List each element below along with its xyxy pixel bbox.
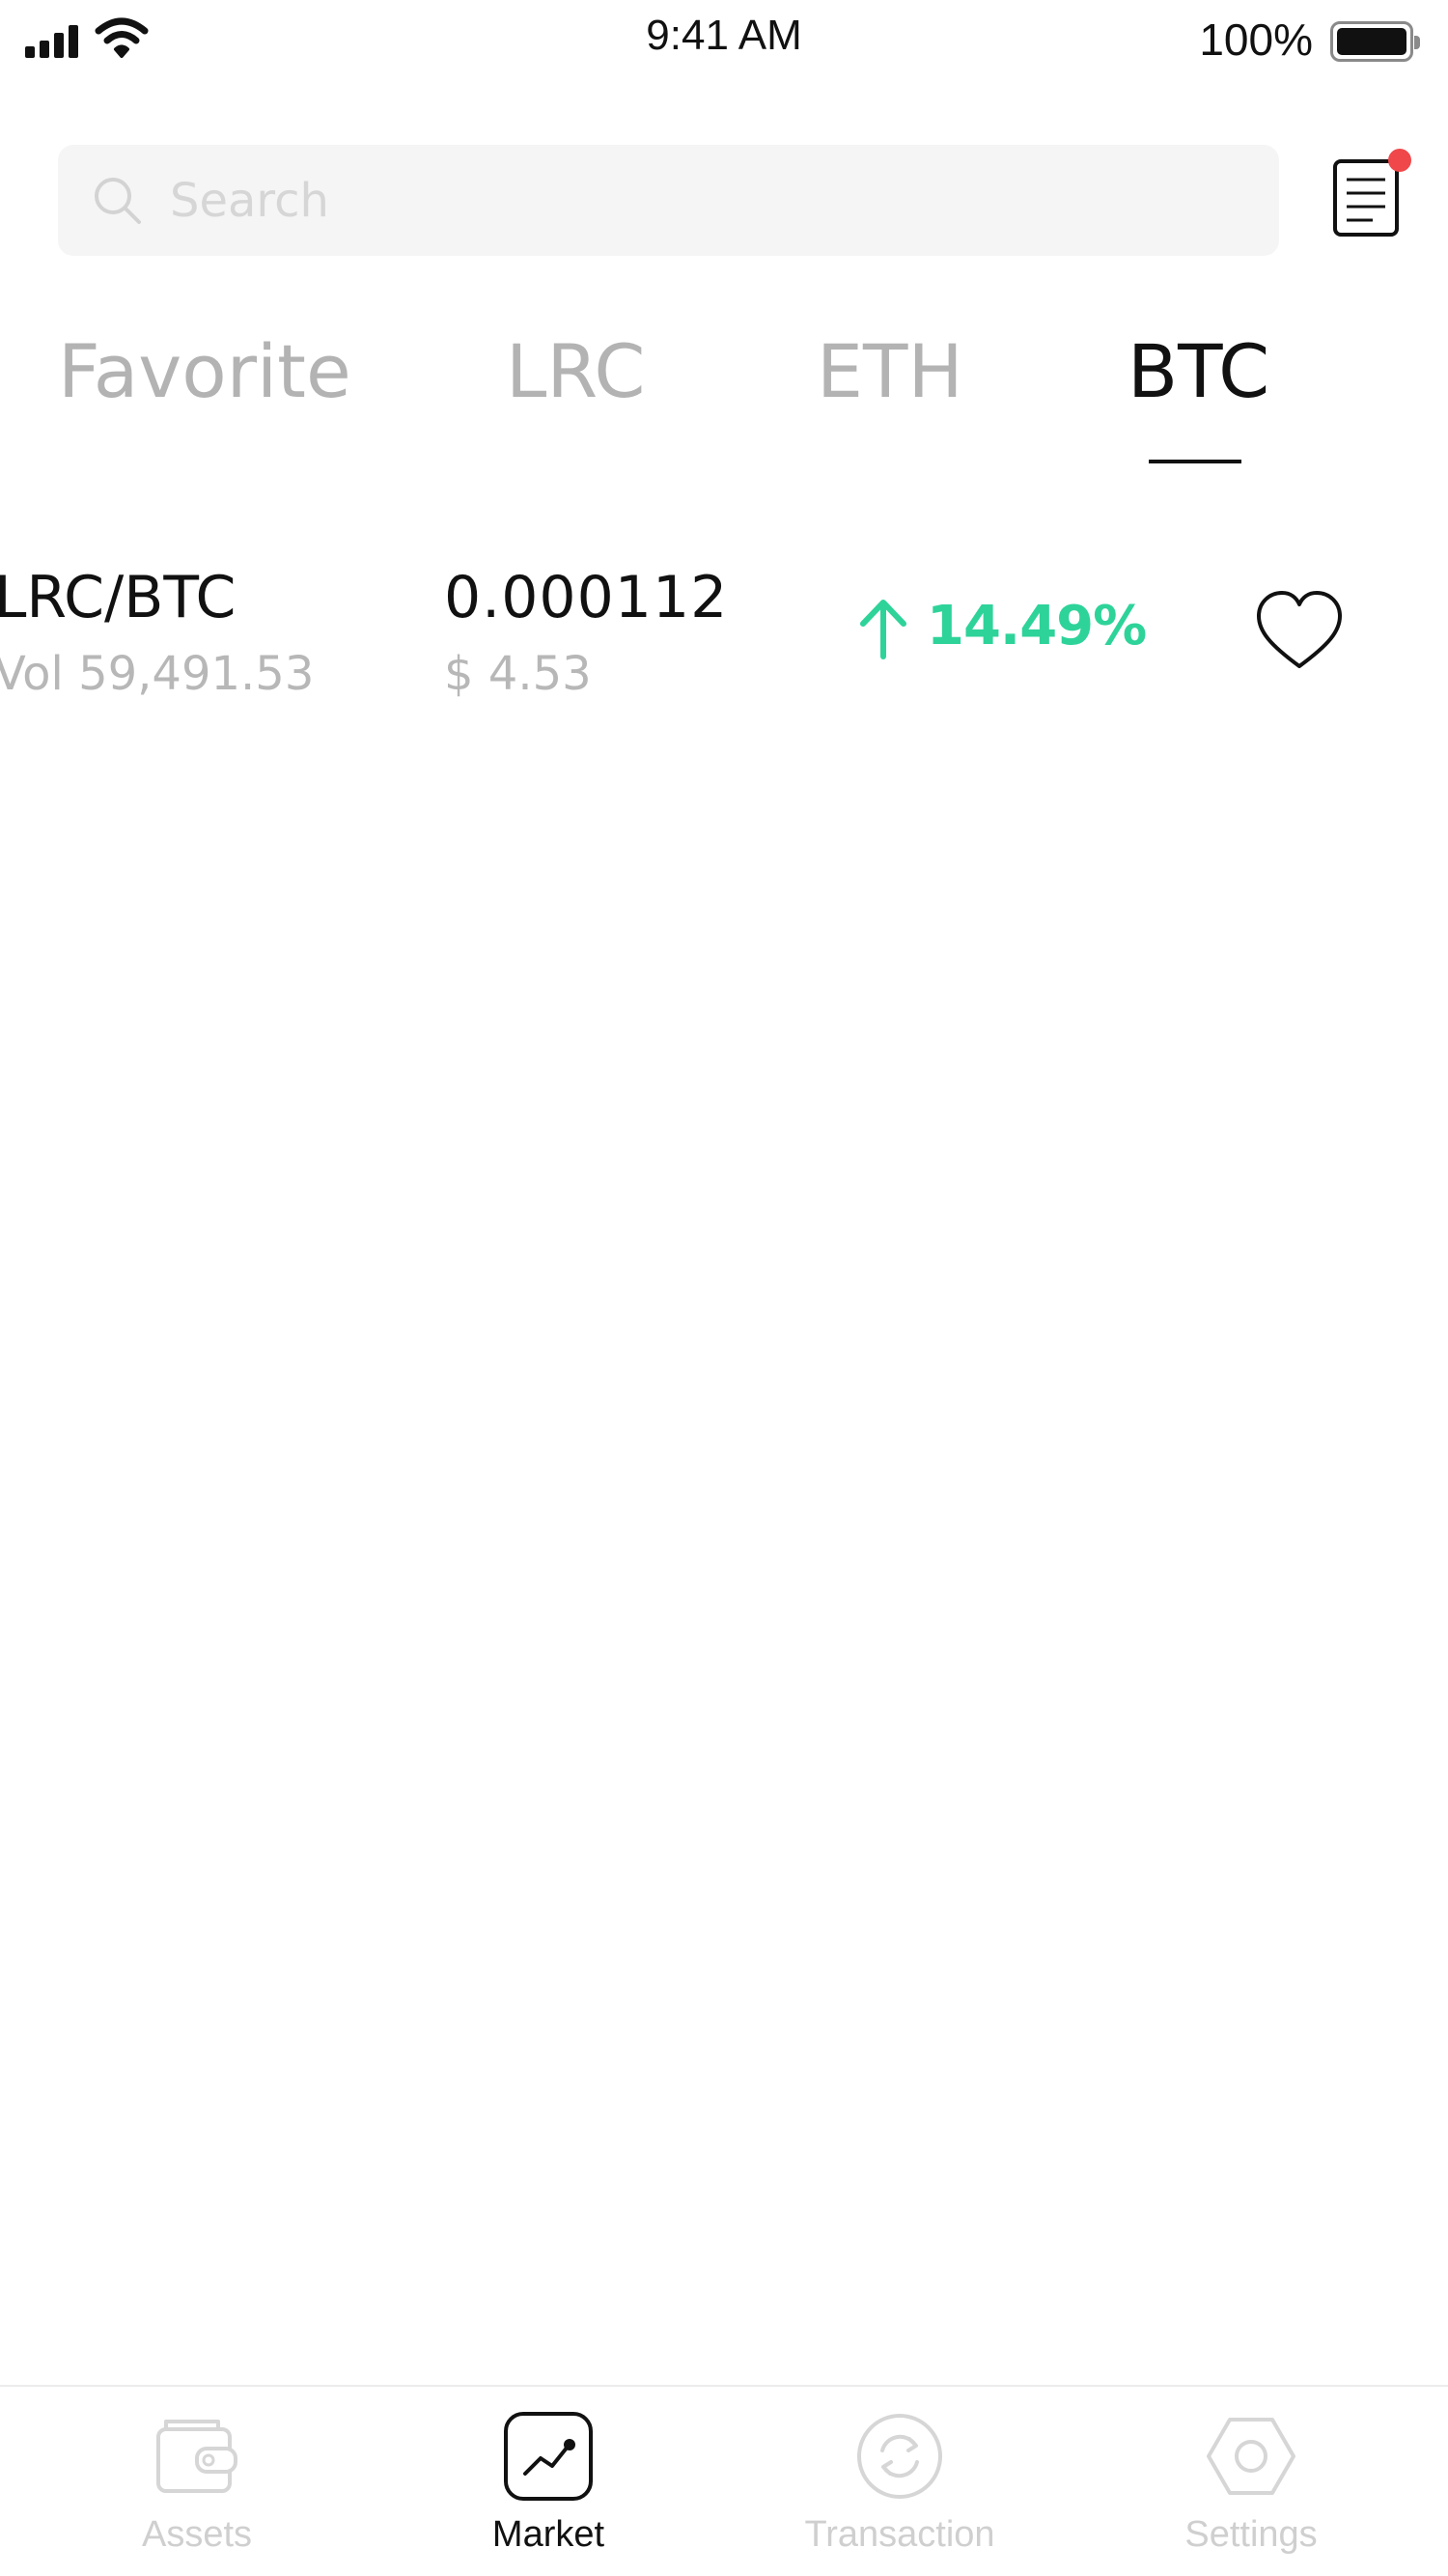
search-icon xyxy=(95,178,141,224)
search-input[interactable] xyxy=(170,145,1251,256)
nav-assets[interactable]: Assets xyxy=(52,2387,342,2576)
search-bar[interactable] xyxy=(58,145,1279,256)
pair-volume: Vol 59,491.53 xyxy=(0,647,315,701)
market-tabs: Favorite LRC ETH BTC xyxy=(0,309,1448,473)
chart-icon xyxy=(504,2412,593,2501)
battery-icon xyxy=(1330,21,1420,62)
market-row[interactable]: LRC/BTC Vol 59,491.53 0.000112 $ 4.53 14… xyxy=(0,541,1448,714)
hexagon-gear-icon xyxy=(1207,2418,1295,2495)
bottom-nav: Assets Market Transaction xyxy=(0,2385,1448,2576)
active-tab-indicator xyxy=(1149,460,1241,463)
wifi-icon xyxy=(95,17,149,58)
arrow-up-icon xyxy=(860,600,906,659)
pair-price-usd: $ 4.53 xyxy=(444,647,592,701)
nav-transaction[interactable]: Transaction xyxy=(755,2387,1044,2576)
nav-settings[interactable]: Settings xyxy=(1106,2387,1396,2576)
heart-icon[interactable] xyxy=(1251,583,1348,680)
nav-market[interactable]: Market xyxy=(404,2387,693,2576)
exchange-icon xyxy=(857,2414,942,2499)
nav-assets-label: Assets xyxy=(141,2514,253,2555)
price-change-value: 14.49% xyxy=(927,595,1147,658)
nav-transaction-label: Transaction xyxy=(804,2514,995,2555)
tab-btc[interactable]: BTC xyxy=(1128,328,1270,414)
tab-eth[interactable]: ETH xyxy=(817,328,963,414)
tab-lrc[interactable]: LRC xyxy=(506,328,646,414)
status-time: 9:41 AM xyxy=(646,12,802,59)
document-list-icon xyxy=(1333,159,1399,237)
signal-icon xyxy=(25,23,81,58)
orders-button[interactable] xyxy=(1324,145,1413,241)
pair-price: 0.000112 xyxy=(444,564,729,631)
battery-percentage: 100% xyxy=(1199,14,1313,65)
status-bar: 9:41 AM 100% xyxy=(0,0,1448,77)
wallet-icon xyxy=(156,2420,237,2493)
nav-market-label: Market xyxy=(491,2514,605,2555)
pair-name: LRC/BTC xyxy=(0,564,237,631)
nav-settings-label: Settings xyxy=(1184,2514,1318,2555)
notification-badge xyxy=(1388,149,1411,172)
tab-favorite[interactable]: Favorite xyxy=(58,328,351,414)
